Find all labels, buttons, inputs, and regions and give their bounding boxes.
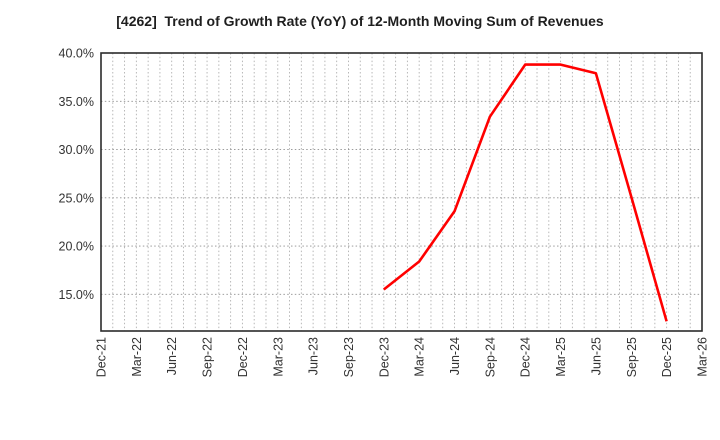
- x-tick-label: Jun-24: [448, 337, 462, 375]
- y-tick-label: 20.0%: [59, 240, 94, 254]
- x-tick-label: Mar-24: [413, 337, 427, 377]
- y-tick-label: 35.0%: [59, 95, 94, 109]
- y-tick-label: 15.0%: [59, 288, 94, 302]
- x-tick-label: Mar-26: [696, 337, 710, 377]
- x-tick-label: Sep-25: [625, 337, 639, 377]
- x-tick-label: Dec-22: [236, 337, 250, 377]
- x-tick-label: Jun-22: [165, 337, 179, 375]
- y-tick-label: 30.0%: [59, 143, 94, 157]
- x-tick-label: Mar-23: [271, 337, 285, 377]
- x-tick-label: Dec-23: [377, 337, 391, 377]
- x-tick-label: Mar-25: [554, 337, 568, 377]
- chart-title: [4262] Trend of Growth Rate (YoY) of 12-…: [116, 13, 604, 29]
- x-tick-label: Mar-22: [130, 337, 144, 377]
- plot-border: [100, 52, 703, 332]
- y-tick-label: 40.0%: [59, 47, 94, 61]
- y-tick-label: 25.0%: [59, 191, 94, 205]
- x-tick-label: Sep-23: [342, 337, 356, 377]
- x-tick-label: Sep-24: [483, 337, 497, 377]
- x-tick-label: Jun-25: [589, 337, 603, 375]
- x-tick-label: Dec-21: [95, 337, 109, 377]
- x-tick-label: Sep-22: [201, 337, 215, 377]
- x-tick-label: Dec-24: [519, 337, 533, 377]
- growth-rate-line: [382, 63, 668, 322]
- x-tick-label: Jun-23: [307, 337, 321, 375]
- x-tick-label: Dec-25: [660, 337, 674, 377]
